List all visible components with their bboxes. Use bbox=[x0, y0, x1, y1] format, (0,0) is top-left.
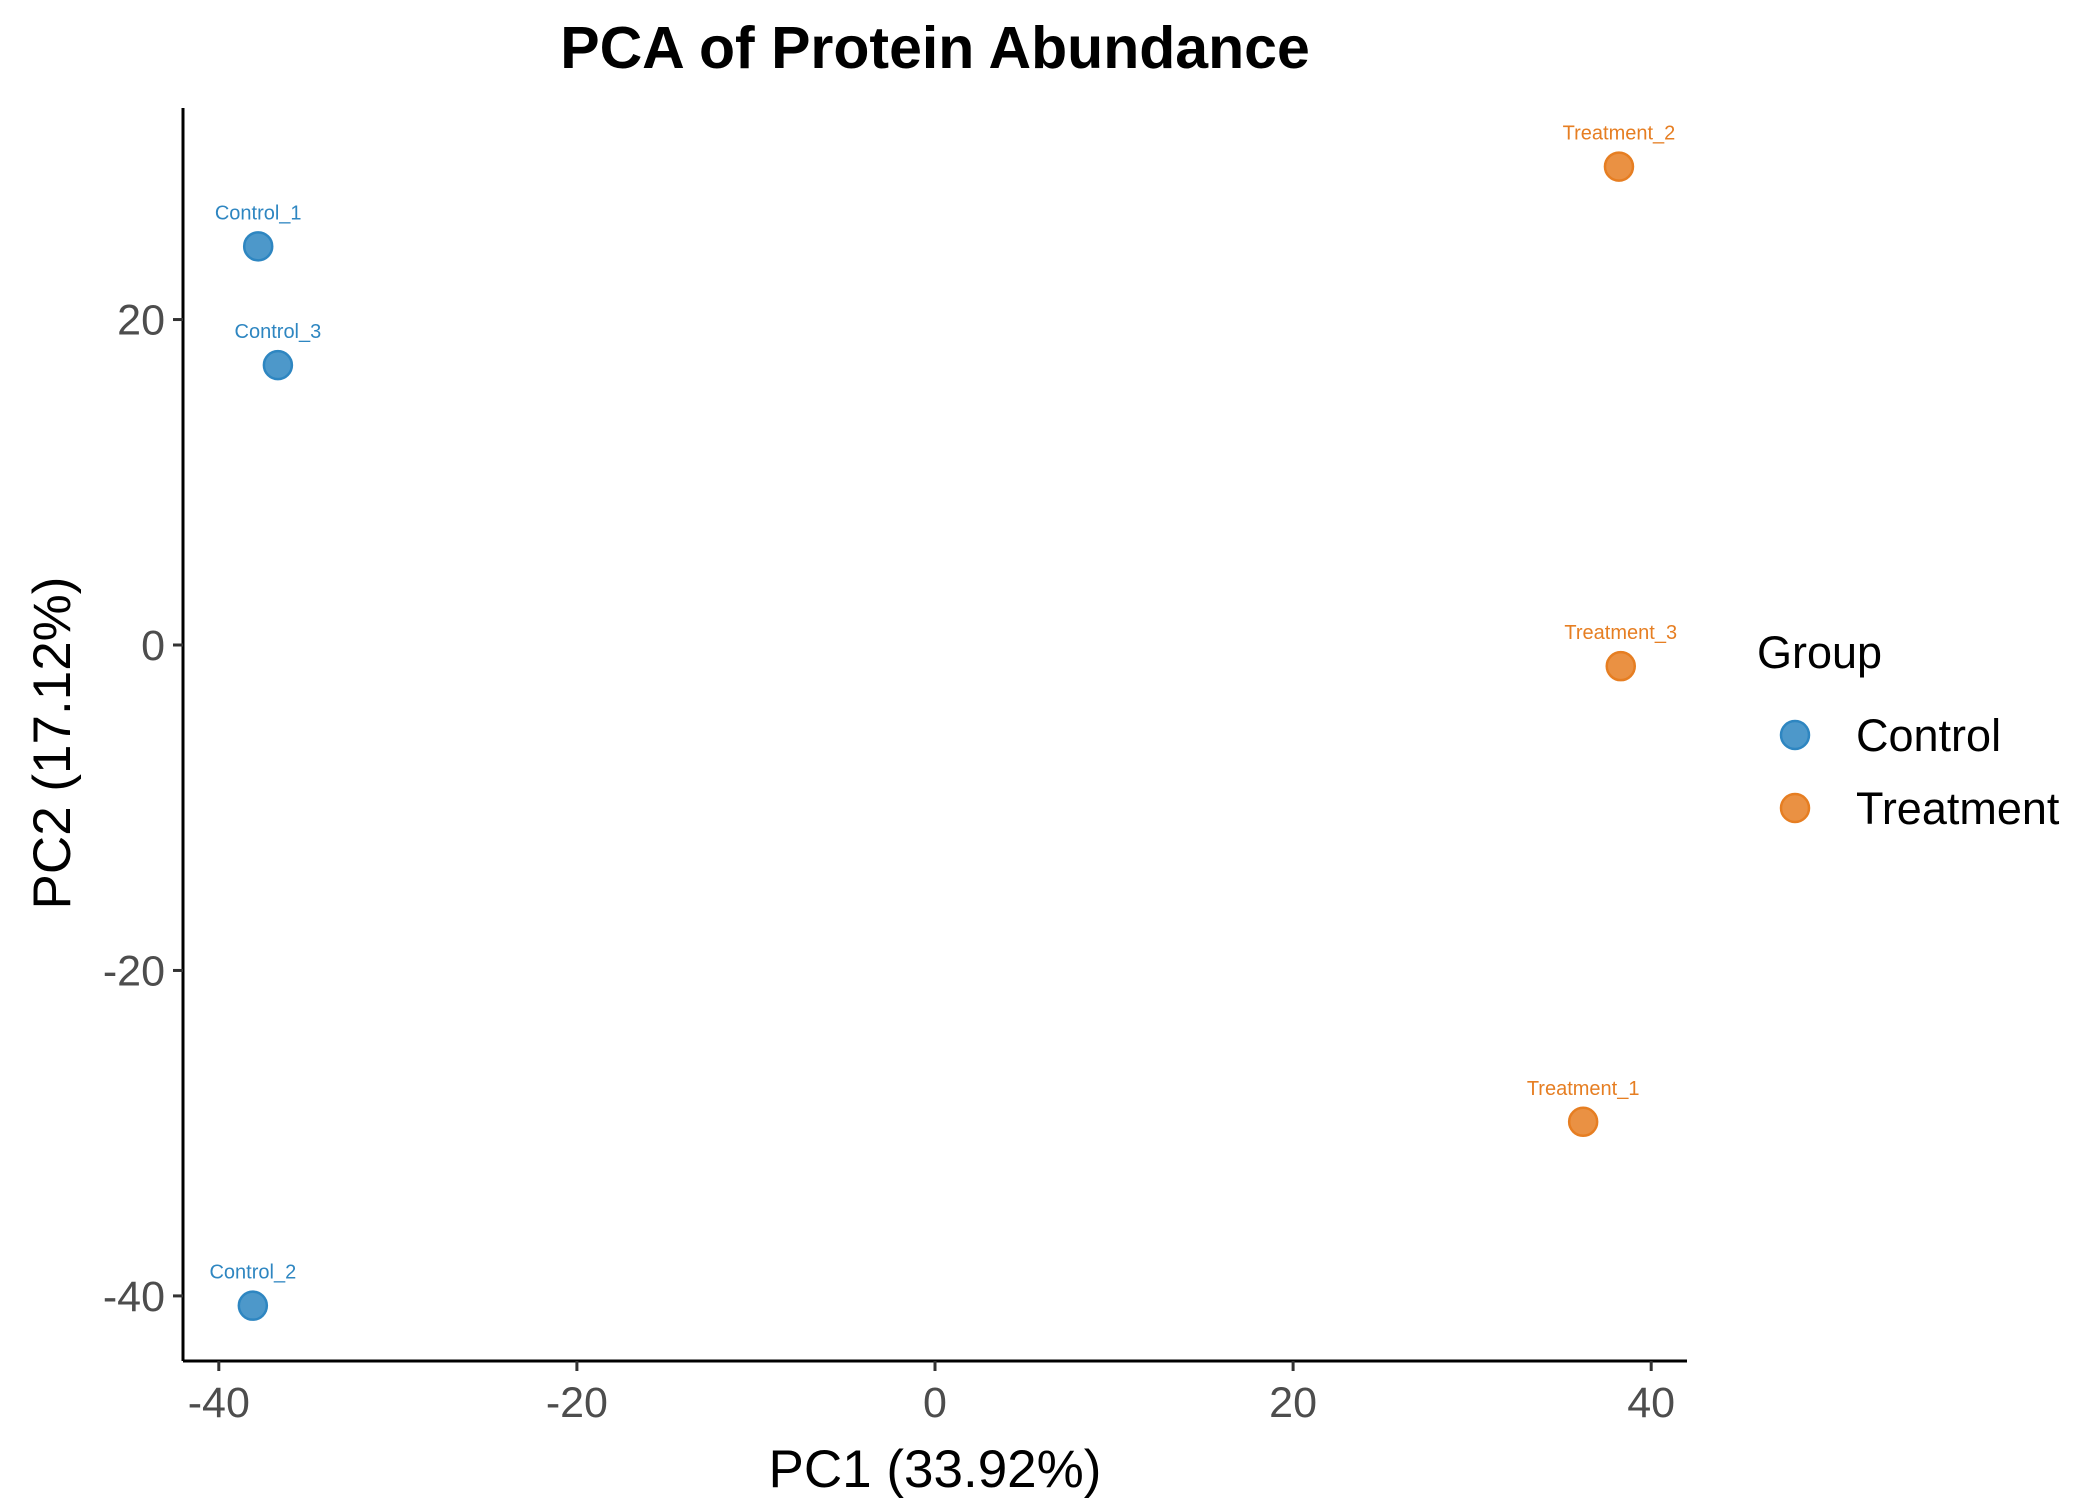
legend-label-treatment: Treatment bbox=[1856, 783, 2060, 834]
y-axis-title: PC2 (17.12%) bbox=[23, 577, 82, 910]
data-point-control-2 bbox=[237, 1290, 269, 1321]
y-tick-label: -20 bbox=[103, 947, 165, 995]
x-axis-title: PC1 (33.92%) bbox=[769, 1440, 1102, 1499]
data-point-treatment-2 bbox=[1603, 151, 1635, 182]
point-label: Treatment_1 bbox=[1527, 1078, 1640, 1100]
legend-label-control: Control bbox=[1856, 710, 2001, 761]
chart-title: PCA of Protein Abundance bbox=[560, 15, 1310, 81]
legend-entries: Control Treatment bbox=[1779, 710, 2060, 834]
x-tick-label: -20 bbox=[546, 1379, 608, 1427]
point-label: Control_1 bbox=[215, 202, 302, 224]
x-tick-label: 0 bbox=[923, 1379, 947, 1427]
y-tick-label: 20 bbox=[117, 297, 165, 345]
y-tick-label: 0 bbox=[141, 622, 165, 670]
legend-swatch-treatment bbox=[1779, 792, 1811, 824]
x-tick-label: -40 bbox=[188, 1379, 250, 1427]
x-tick-label: 20 bbox=[1269, 1379, 1317, 1427]
data-point-control-3 bbox=[262, 349, 294, 381]
data-point-treatment-1 bbox=[1567, 1106, 1599, 1138]
legend-title: Group bbox=[1757, 627, 1882, 678]
point-label: Treatment_3 bbox=[1564, 622, 1677, 644]
legend: Group Control Treatment bbox=[1757, 627, 2060, 834]
data-point-control-1 bbox=[242, 231, 274, 262]
x-ticks: -40 -20 0 20 40 bbox=[188, 1361, 1675, 1427]
plot-area: Control_1 Control_3 Control_2 Treatment_2 Tr… bbox=[209, 123, 1677, 1321]
point-label: Control_3 bbox=[235, 321, 322, 343]
y-tick-label: -40 bbox=[103, 1273, 165, 1321]
data-point-treatment-3 bbox=[1605, 650, 1637, 682]
x-tick-label: 40 bbox=[1627, 1379, 1675, 1427]
point-label: Control_2 bbox=[209, 1262, 296, 1284]
y-ticks: -40 -20 0 20 bbox=[103, 297, 183, 1321]
point-label: Treatment_2 bbox=[1563, 123, 1676, 145]
legend-swatch-control bbox=[1779, 719, 1811, 751]
